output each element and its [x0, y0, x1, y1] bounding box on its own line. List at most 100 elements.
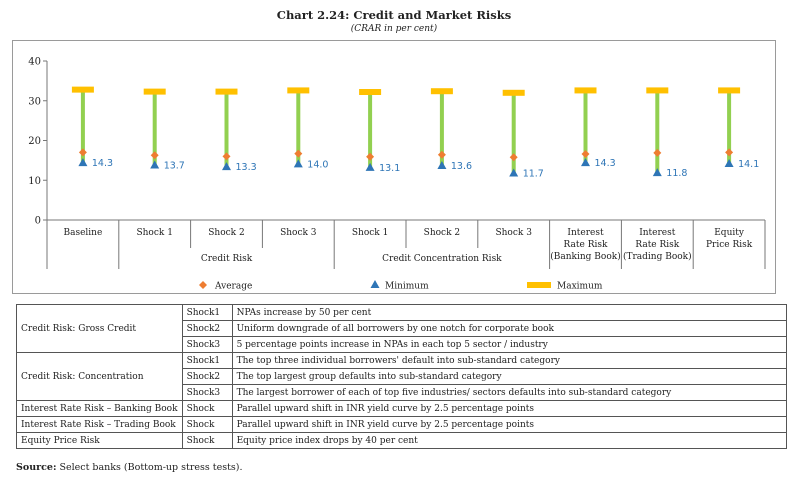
shock-cell: Shock2	[181, 320, 233, 337]
range-bar	[152, 91, 157, 166]
shock-cell: Shock	[181, 432, 233, 449]
risk-category-cell: Equity Price Risk	[16, 432, 183, 449]
shock-description-cell: The largest borrower of each of top five…	[231, 384, 787, 401]
minimum-value-label: 13.7	[164, 161, 185, 172]
minimum-marker	[652, 168, 662, 177]
x-category-label: Shock 1	[136, 228, 172, 238]
minimum-value-label: 14.1	[738, 159, 759, 170]
x-category-label: Interest	[567, 228, 604, 238]
shock-cell: Shock3	[181, 336, 233, 353]
y-tick-label: 10	[28, 176, 41, 187]
range-bar	[439, 91, 444, 166]
x-category-label: Price Risk	[706, 240, 753, 250]
x-category-label: Interest	[639, 228, 676, 238]
shock-description-cell: NPAs increase by 50 per cent	[231, 304, 787, 321]
y-tick-label: 20	[28, 136, 41, 147]
range-bar	[511, 92, 516, 174]
table-row: Credit Risk: Gross Credit Shock1 NPAs incr…	[16, 304, 787, 353]
maximum-marker	[502, 89, 525, 96]
average-marker	[78, 148, 87, 157]
chart-plot: 0 10 20 30 40 Baseline Shock 1 Shock 2 Shock 3 Sh…	[28, 57, 766, 292]
range-bar	[296, 90, 301, 165]
x-category-label: Equity	[714, 228, 745, 238]
x-category-label: Shock 2	[424, 228, 460, 238]
maximum-marker	[71, 86, 94, 93]
table-row: Equity Price Risk Shock Equity price index…	[16, 432, 787, 449]
y-tick-label: 0	[35, 216, 41, 227]
table-row: Interest Rate Risk – Banking Book Shock Pa…	[16, 400, 787, 417]
shock-description-cell: Parallel upward shift in INR yield curve…	[231, 400, 787, 417]
shock-cell: Shock3	[181, 384, 233, 401]
legend-average-label: Average	[214, 282, 252, 292]
x-category-label: Shock 2	[208, 228, 244, 238]
shock-cell: Shock2	[181, 368, 233, 385]
minimum-value-label: 14.3	[595, 158, 616, 169]
minimum-marker	[365, 162, 375, 171]
average-marker	[581, 150, 590, 159]
x-group-label: Credit Concentration Risk	[382, 254, 502, 264]
range-bar	[224, 91, 229, 168]
maximum-marker	[287, 87, 310, 94]
shock-definitions-table: Credit Risk: Gross Credit Shock1 NPAs incr…	[16, 304, 787, 449]
x-category-label: Shock 3	[495, 228, 532, 238]
minimum-marker	[724, 158, 734, 167]
x-category-label: Rate Risk	[564, 240, 608, 250]
shock-cell: Shock	[181, 416, 233, 433]
range-bar	[655, 90, 660, 174]
average-marker	[653, 148, 662, 157]
range-bar	[727, 90, 732, 164]
maximum-marker	[359, 89, 382, 96]
minimum-value-label: 11.7	[523, 168, 544, 179]
average-marker	[725, 148, 734, 157]
minimum-marker	[78, 158, 88, 167]
shock-cell: Shock1	[181, 352, 233, 369]
y-tick-label: 40	[28, 57, 41, 68]
minimum-marker	[293, 159, 303, 168]
minimum-marker	[222, 162, 231, 171]
chart-subtitle: (CRAR in per cent)	[350, 24, 438, 34]
x-category-label: Shock 1	[352, 228, 388, 238]
x-category-label: Rate Risk	[635, 240, 679, 250]
average-marker	[366, 152, 375, 161]
maximum-marker	[646, 87, 669, 94]
shock-description-cell: 5 percentage points increase in NPAs in …	[231, 336, 787, 353]
average-marker	[437, 150, 446, 159]
range-bar	[80, 89, 85, 164]
average-marker	[150, 151, 159, 160]
chart-frame: 0 10 20 30 40 Baseline Shock 1 Shock 2 Shock 3 Sh…	[12, 40, 776, 294]
shock-description-cell: Uniform downgrade of all borrowers by on…	[231, 320, 787, 337]
range-bar	[368, 92, 373, 168]
x-category-label: (Trading Book)	[623, 251, 692, 262]
range-bar	[583, 90, 588, 164]
minimum-value-label: 14.0	[307, 159, 328, 170]
shock-description-cell: The top largest group defaults into sub-…	[231, 368, 787, 385]
minimum-marker	[150, 160, 160, 169]
legend-minimum-label: Minimum	[385, 282, 429, 292]
average-marker	[509, 153, 518, 162]
table-row: Shock3 5 percentage points increase in NP…	[17, 336, 787, 353]
average-marker	[222, 152, 231, 161]
shock-cell: Shock	[181, 400, 233, 417]
x-category-label: Shock 3	[280, 228, 317, 238]
y-tick-label: 30	[28, 96, 41, 107]
x-category-label: (Banking Book)	[550, 251, 620, 262]
table-row: Interest Rate Risk – Trading Book Shock Pa…	[16, 416, 787, 433]
shock-description-cell: Equity price index drops by 40 per cent	[231, 432, 787, 449]
x-category-label: Baseline	[63, 228, 102, 238]
shock-description-cell: Parallel upward shift in INR yield curve…	[231, 416, 787, 433]
source-note: Source: Select banks (Bottom-up stress t…	[16, 462, 243, 473]
minimum-marker	[509, 168, 519, 177]
minimum-value-label: 13.1	[379, 163, 400, 174]
risk-category-cell: Credit Risk: Concentration	[16, 352, 183, 401]
x-group-label: Credit Risk	[201, 254, 253, 264]
maximum-marker	[718, 87, 741, 94]
source-label: Source:	[16, 462, 57, 473]
shock-cell: Shock1	[181, 304, 233, 321]
legend-maximum-label: Maximum	[557, 282, 603, 292]
legend-maximum-marker	[527, 282, 551, 288]
risk-category-cell: Interest Rate Risk – Banking Book	[16, 400, 183, 417]
maximum-marker	[574, 87, 597, 94]
chart-title: Chart 2.24: Credit and Market Risks	[276, 8, 512, 22]
risk-category-cell: Interest Rate Risk – Trading Book	[16, 416, 183, 433]
maximum-marker	[215, 88, 238, 95]
